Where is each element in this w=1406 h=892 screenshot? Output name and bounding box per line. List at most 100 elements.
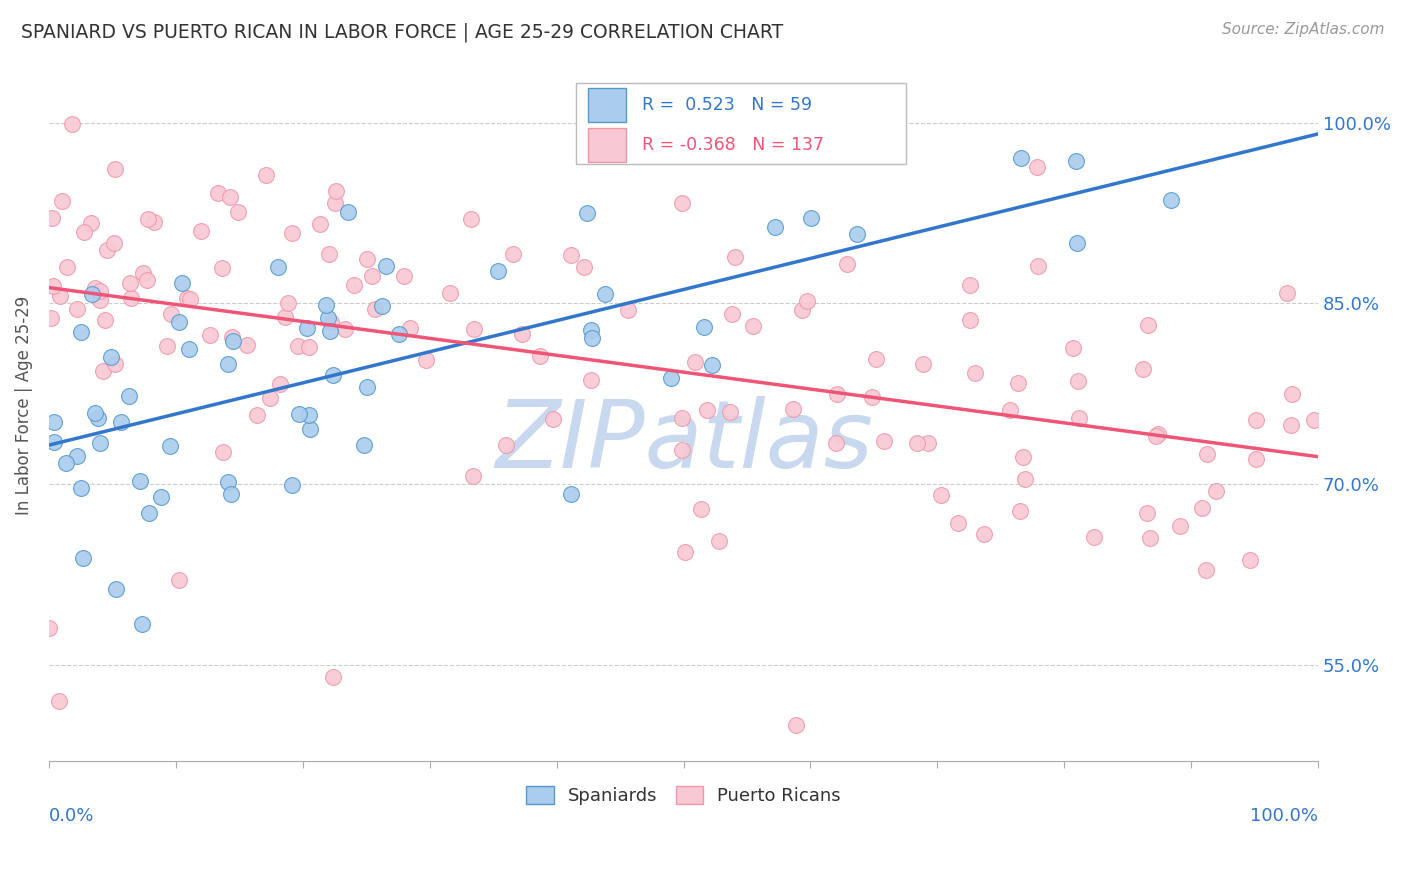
Point — [246, 408, 269, 422]
Point — [1083, 530, 1105, 544]
Point — [581, 331, 603, 345]
Y-axis label: In Labor Force | Age 25-29: In Labor Force | Age 25-29 — [15, 296, 32, 516]
Point — [825, 387, 848, 401]
Point — [560, 487, 582, 501]
Point — [1195, 563, 1218, 577]
Point — [593, 287, 616, 301]
Point — [42, 415, 65, 429]
Point — [998, 403, 1021, 417]
Point — [673, 545, 696, 559]
Point — [69, 481, 91, 495]
Point — [1067, 411, 1090, 425]
Point — [83, 407, 105, 421]
Point — [1239, 552, 1261, 566]
Point — [319, 324, 342, 338]
Point — [104, 162, 127, 177]
Point — [671, 411, 693, 425]
Point — [707, 534, 730, 549]
Point — [96, 244, 118, 258]
Point — [529, 349, 551, 363]
Point — [790, 303, 813, 318]
Point — [917, 436, 939, 450]
Point — [800, 211, 823, 226]
FancyBboxPatch shape — [575, 83, 905, 164]
Point — [38, 622, 60, 636]
Point — [1147, 426, 1170, 441]
Text: Source: ZipAtlas.com: Source: ZipAtlas.com — [1222, 22, 1385, 37]
Point — [277, 296, 299, 310]
Point — [288, 407, 311, 421]
Point — [87, 411, 110, 425]
Point — [963, 367, 986, 381]
Point — [690, 502, 713, 516]
Point — [865, 351, 887, 366]
Point — [929, 488, 952, 502]
Point — [696, 403, 718, 417]
Point — [221, 330, 243, 344]
Point — [51, 194, 73, 208]
Point — [217, 357, 239, 371]
Point — [1010, 152, 1032, 166]
Point — [298, 340, 321, 354]
Point — [1026, 260, 1049, 274]
Point — [1132, 362, 1154, 376]
Point — [1205, 484, 1227, 499]
Point — [579, 322, 602, 336]
Text: 100.0%: 100.0% — [1250, 807, 1319, 825]
Point — [177, 342, 200, 356]
Point — [415, 353, 437, 368]
Point — [1014, 472, 1036, 486]
Point — [176, 291, 198, 305]
Point — [1136, 506, 1159, 520]
Point — [782, 402, 804, 417]
Point — [502, 247, 524, 261]
Point — [269, 377, 291, 392]
Point — [1011, 450, 1033, 465]
Point — [149, 490, 172, 504]
Point — [343, 277, 366, 292]
Point — [281, 477, 304, 491]
Point — [118, 276, 141, 290]
Point — [83, 281, 105, 295]
Point — [42, 435, 65, 450]
Point — [1244, 413, 1267, 427]
Point — [388, 326, 411, 341]
Point — [89, 284, 111, 298]
Point — [190, 224, 212, 238]
Point — [1281, 387, 1303, 401]
Text: 0.0%: 0.0% — [49, 807, 94, 825]
Point — [763, 220, 786, 235]
Point — [1066, 374, 1088, 388]
Point — [60, 117, 83, 131]
Point — [824, 436, 846, 450]
Point — [796, 293, 818, 308]
Point — [89, 293, 111, 307]
Point — [495, 438, 517, 452]
Point — [131, 616, 153, 631]
Point — [143, 215, 166, 229]
Text: R =  0.523   N = 59: R = 0.523 N = 59 — [641, 96, 811, 114]
Point — [41, 211, 63, 225]
Point — [132, 266, 155, 280]
Point — [1066, 236, 1088, 251]
Point — [575, 206, 598, 220]
Point — [318, 310, 340, 325]
Point — [541, 412, 564, 426]
Point — [325, 184, 347, 198]
Point — [353, 437, 375, 451]
Point — [138, 506, 160, 520]
Point — [683, 355, 706, 369]
Point — [267, 260, 290, 274]
Point — [170, 276, 193, 290]
Point — [461, 469, 484, 483]
Text: ZIPatlas: ZIPatlas — [495, 396, 873, 487]
Point — [837, 256, 859, 270]
Point — [1195, 447, 1218, 461]
Point — [319, 314, 342, 328]
Point — [394, 268, 416, 283]
Point — [287, 339, 309, 353]
Point — [66, 301, 89, 316]
Point — [219, 487, 242, 501]
Point — [912, 357, 935, 371]
Point — [135, 272, 157, 286]
